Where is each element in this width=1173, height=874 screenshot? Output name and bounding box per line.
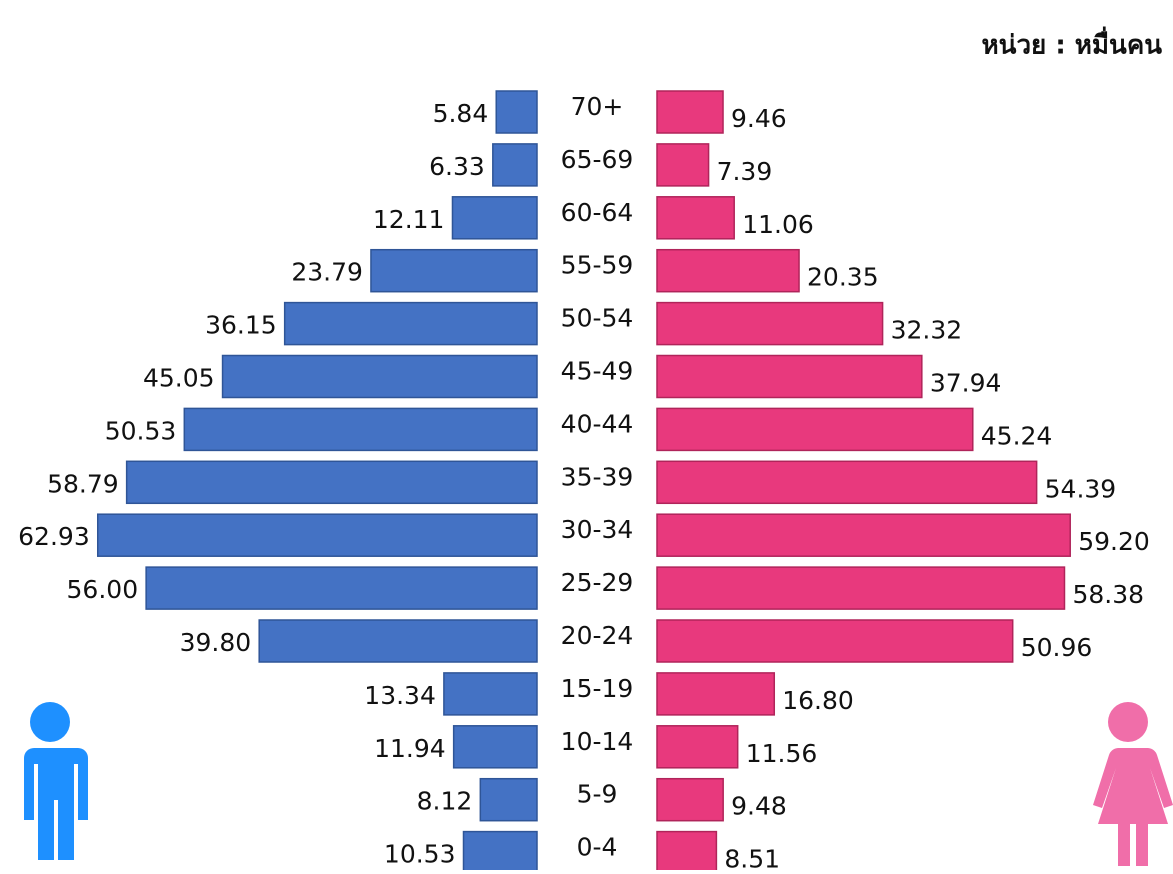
bar bbox=[145, 566, 538, 610]
bar bbox=[656, 301, 884, 346]
category-label: 20-24 bbox=[561, 621, 634, 650]
category-label: 45-49 bbox=[561, 357, 634, 386]
value-label: 37.94 bbox=[930, 369, 1002, 398]
bar bbox=[656, 619, 1014, 663]
category-label: 50-54 bbox=[561, 304, 634, 333]
category-label: 15-19 bbox=[561, 674, 634, 703]
category-label: 55-59 bbox=[561, 251, 634, 280]
value-label: 13.34 bbox=[364, 681, 436, 710]
unit-label: หน่วย : หมื่นคน bbox=[982, 26, 1163, 61]
category-label: 25-29 bbox=[561, 568, 634, 597]
category-label: 5-9 bbox=[577, 780, 618, 809]
value-label: 9.48 bbox=[731, 792, 787, 821]
bar bbox=[258, 619, 538, 663]
value-label: 23.79 bbox=[291, 258, 363, 287]
bar bbox=[492, 143, 538, 187]
value-label: 45.24 bbox=[981, 421, 1053, 450]
value-label: 20.35 bbox=[807, 263, 879, 292]
bar bbox=[462, 830, 538, 874]
value-label: 50.96 bbox=[1021, 633, 1093, 662]
value-label: 11.94 bbox=[374, 734, 446, 763]
value-label: 12.11 bbox=[373, 205, 445, 234]
value-label: 10.53 bbox=[384, 840, 456, 869]
bar bbox=[656, 196, 735, 240]
value-label: 7.39 bbox=[717, 157, 773, 186]
bar bbox=[452, 725, 538, 769]
bar bbox=[495, 90, 538, 134]
bar bbox=[656, 513, 1071, 557]
bar bbox=[183, 407, 538, 452]
bar bbox=[656, 830, 718, 874]
bar bbox=[656, 248, 800, 293]
value-label: 11.06 bbox=[742, 210, 814, 239]
category-label: 40-44 bbox=[561, 409, 634, 438]
value-label: 58.38 bbox=[1072, 580, 1144, 609]
bar bbox=[656, 777, 724, 822]
bar bbox=[221, 354, 538, 399]
bar bbox=[656, 407, 974, 452]
value-label: 8.12 bbox=[417, 787, 473, 816]
value-label: 5.84 bbox=[433, 99, 489, 128]
category-label: 30-34 bbox=[561, 515, 634, 544]
female-icon bbox=[1093, 702, 1173, 866]
bar bbox=[656, 354, 923, 399]
bar bbox=[656, 143, 710, 187]
value-label: 16.80 bbox=[782, 686, 854, 715]
value-label: 32.32 bbox=[891, 316, 963, 345]
bar bbox=[443, 672, 538, 716]
bar bbox=[656, 566, 1066, 610]
value-label: 6.33 bbox=[429, 152, 485, 181]
value-label: 56.00 bbox=[67, 575, 139, 604]
value-label: 59.20 bbox=[1078, 527, 1150, 556]
value-label: 39.80 bbox=[180, 628, 252, 657]
value-label: 8.51 bbox=[724, 845, 780, 870]
value-label: 45.05 bbox=[143, 364, 215, 393]
bar bbox=[656, 460, 1038, 505]
value-label: 54.39 bbox=[1045, 474, 1117, 503]
bar bbox=[479, 777, 538, 822]
category-label: 65-69 bbox=[561, 145, 634, 174]
bar bbox=[656, 90, 724, 134]
bar bbox=[656, 725, 739, 769]
bar bbox=[370, 248, 538, 293]
bar bbox=[125, 460, 538, 505]
category-label: 70+ bbox=[571, 92, 624, 121]
male-icon bbox=[22, 702, 88, 860]
category-label: 35-39 bbox=[561, 462, 634, 491]
category-label: 60-64 bbox=[561, 198, 634, 227]
bar bbox=[283, 301, 538, 346]
category-label: 0-4 bbox=[577, 833, 618, 862]
bar bbox=[656, 672, 776, 716]
value-label: 11.56 bbox=[746, 739, 818, 768]
bar bbox=[96, 513, 538, 557]
value-label: 50.53 bbox=[105, 416, 177, 445]
category-label: 10-14 bbox=[561, 727, 634, 756]
value-label: 58.79 bbox=[47, 469, 119, 498]
value-label: 62.93 bbox=[18, 522, 90, 551]
value-label: 9.46 bbox=[731, 104, 787, 133]
bar bbox=[451, 196, 538, 240]
value-label: 36.15 bbox=[205, 311, 277, 340]
